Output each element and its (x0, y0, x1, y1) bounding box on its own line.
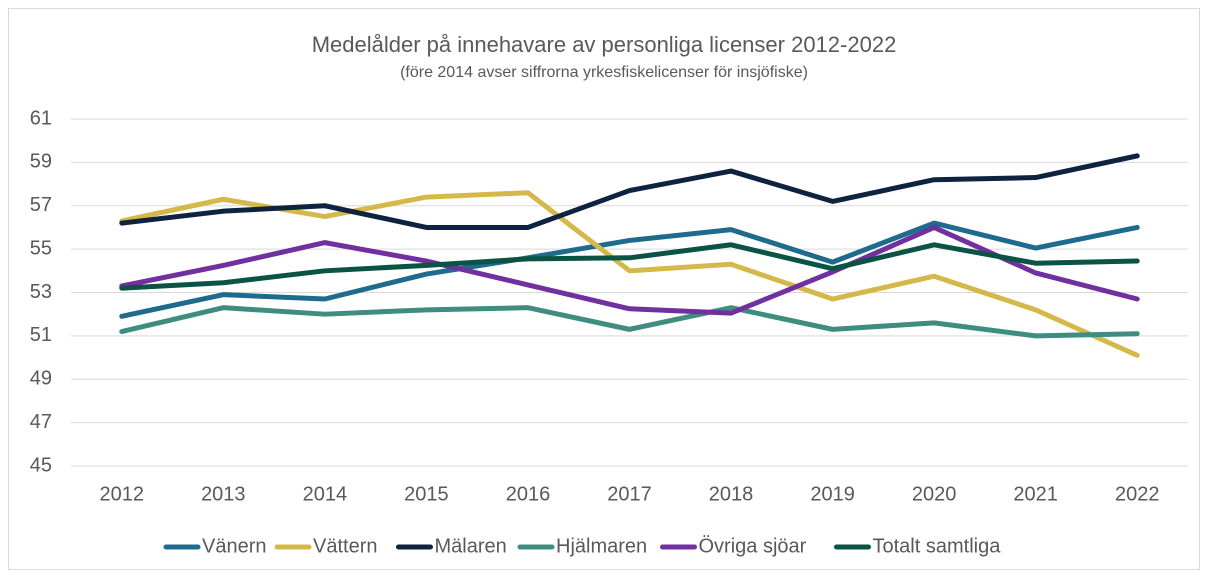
y-tick-label: 47 (30, 411, 52, 433)
y-tick-label: 51 (30, 324, 52, 346)
y-tick-label: 53 (30, 281, 52, 303)
y-tick-label: 45 (30, 454, 52, 476)
series-line (119, 220, 1140, 319)
series-line (119, 153, 1140, 230)
y-tick-label: 59 (30, 151, 52, 173)
legend-label: Vättern (313, 535, 377, 557)
x-tick-label: 2015 (404, 483, 449, 505)
legend-label: Vänern (202, 535, 267, 557)
x-tick-label: 2016 (506, 483, 551, 505)
y-tick-label: 57 (30, 194, 52, 216)
series-line (119, 190, 1140, 358)
chart-subtitle: (före 2014 avser siffrorna yrkesfiskelic… (400, 64, 808, 81)
x-tick-label: 2014 (303, 483, 348, 505)
chart-border (8, 8, 1200, 570)
y-tick-label: 55 (30, 237, 52, 259)
y-tick-label: 61 (30, 107, 52, 129)
x-tick-label: 2021 (1013, 483, 1058, 505)
chart-title: Medelålder på innehavare av personliga l… (312, 32, 897, 57)
x-tick-label: 2022 (1115, 483, 1160, 505)
x-tick-label: 2020 (912, 483, 957, 505)
legend-label: Övriga sjöar (699, 535, 807, 557)
x-tick-label: 2017 (607, 483, 652, 505)
legend-label: Hjälmaren (556, 535, 647, 557)
x-tick-label: 2012 (100, 483, 145, 505)
y-tick-label: 49 (30, 368, 52, 390)
series-line (119, 224, 1140, 316)
series-line (119, 305, 1140, 339)
legend-label: Totalt samtliga (873, 535, 1002, 557)
series-line (119, 242, 1140, 291)
x-tick-label: 2013 (201, 483, 246, 505)
legend-label: Mälaren (435, 535, 507, 557)
x-tick-label: 2019 (810, 483, 855, 505)
x-tick-label: 2018 (709, 483, 754, 505)
